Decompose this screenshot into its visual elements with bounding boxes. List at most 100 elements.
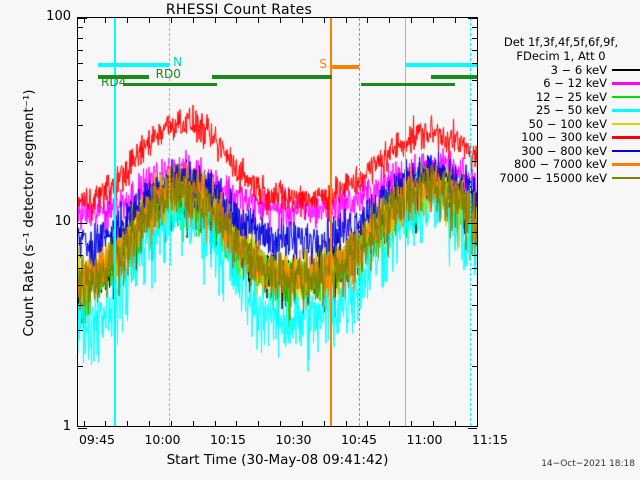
legend-entry-label: 100 − 300 keV [521, 130, 607, 145]
x-minor-tick [389, 421, 391, 426]
y-minor-tick [78, 232, 83, 234]
annotation-bar-seg [360, 82, 455, 86]
annotation-label-N: N [173, 55, 183, 69]
x-tick-label: 11:15 [471, 432, 509, 447]
x-minor-tick [476, 421, 478, 426]
y-minor-tick-right [472, 268, 477, 270]
x-minor-tick-top [236, 18, 238, 23]
series-canvas [78, 18, 477, 426]
legend-entries: 3 − 6 keV 6 − 12 keV 12 − 25 keV 25 − 50 ke… [482, 63, 640, 185]
legend-header-line1: Det 1f,3f,4f,5f,6f,9f, [503, 35, 619, 49]
x-minor-tick-top [345, 18, 347, 23]
x-minor-tick-top [367, 18, 369, 23]
legend-entry-label: 25 − 50 keV [535, 103, 607, 118]
legend-entry: 300 − 800 keV [482, 144, 640, 158]
y-minor-tick-right [472, 330, 477, 332]
y-minor-tick [78, 161, 83, 163]
y-tick-label: 1 [62, 419, 71, 434]
x-minor-tick [411, 421, 413, 426]
x-minor-tick [323, 421, 325, 426]
legend-entry: 3 − 6 keV [482, 63, 640, 77]
y-minor-tick-right [472, 366, 477, 368]
x-minor-tick-top [258, 18, 260, 23]
annotation-label-RD0: RD0 [155, 67, 181, 81]
y-tick-label: 10 [54, 214, 71, 229]
x-axis-label: Start Time (30-May-08 09:41:42) [166, 452, 389, 468]
legend-entry-label: 12 − 25 keV [535, 89, 607, 104]
x-minor-tick [432, 421, 434, 426]
y-axis-label: Count Rate (s⁻¹ detector segment⁻¹) [21, 89, 37, 337]
annotation-bar-S [332, 65, 359, 69]
y-minor-tick-right [472, 63, 477, 65]
plot-clip: N S RD0 RD4 [78, 18, 477, 426]
plot-area: N S RD0 RD4 [77, 17, 478, 429]
legend-header-line2: FDecim 1, Att 0 [516, 48, 606, 63]
y-minor-tick [78, 330, 83, 332]
x-minor-tick-top [127, 18, 129, 23]
legend: Det 1f,3f,4f,5f,6f,9f, FDecim 1, Att 0 3… [482, 35, 640, 185]
y-minor-tick-right [472, 232, 477, 234]
y-minor-tick [78, 49, 83, 51]
y-major-tick-right [468, 223, 477, 224]
x-minor-tick-top [214, 18, 216, 23]
y-minor-tick-right [472, 37, 477, 39]
legend-color-swatch [612, 176, 640, 179]
vline-night-end [168, 18, 170, 426]
legend-entry: 6 − 12 keV [482, 76, 640, 90]
annotation-label-RD4: RD4 [101, 74, 127, 89]
legend-color-swatch [612, 68, 640, 71]
y-minor-tick [78, 99, 83, 101]
x-minor-tick-top [301, 18, 303, 23]
x-minor-tick [236, 421, 238, 426]
legend-entry: 100 − 300 keV [482, 130, 640, 145]
x-minor-tick [192, 421, 194, 426]
x-minor-tick [367, 421, 369, 426]
legend-entry: 7000 − 15000 keV [482, 171, 640, 185]
x-minor-tick-top [105, 18, 107, 23]
annotation-bar-seg [404, 63, 477, 67]
vline-saa-end [358, 18, 360, 426]
x-tick-label: 11:00 [406, 432, 443, 447]
annotation-bar-N [98, 63, 169, 67]
annotation-bar-RD4 [122, 82, 217, 86]
x-minor-tick-top [192, 18, 194, 23]
x-tick-label: 09:45 [78, 432, 116, 447]
y-major-tick-right [468, 18, 477, 19]
vline-night2-start [404, 18, 407, 426]
y-minor-tick [78, 284, 83, 286]
y-minor-tick [78, 37, 83, 39]
annotation-bar-RD0 [98, 75, 150, 79]
x-minor-tick-top [323, 18, 325, 23]
x-minor-tick-top [432, 18, 434, 23]
x-minor-tick-top [476, 18, 478, 23]
y-major-tick [78, 223, 87, 224]
x-minor-tick [214, 421, 216, 426]
x-minor-tick [258, 421, 260, 426]
y-minor-tick-right [472, 125, 477, 127]
legend-color-swatch [612, 149, 640, 152]
y-minor-tick-right [472, 284, 477, 286]
x-minor-tick-top [83, 18, 85, 23]
legend-entry: 12 − 25 keV [482, 90, 640, 104]
y-major-tick [78, 18, 87, 19]
y-major-tick [78, 428, 87, 429]
x-minor-tick-top [170, 18, 172, 23]
x-minor-tick [105, 421, 107, 426]
y-minor-tick [78, 79, 83, 81]
legend-entry-label: 300 − 800 keV [521, 143, 607, 158]
legend-entry: 800 − 7000 keV [482, 157, 640, 171]
x-minor-tick [170, 421, 172, 426]
x-minor-tick-top [149, 18, 151, 23]
y-minor-tick-right [472, 79, 477, 81]
y-minor-tick-right [472, 99, 477, 101]
y-minor-tick [78, 125, 83, 127]
x-minor-tick [454, 421, 456, 426]
x-minor-tick [345, 421, 347, 426]
annotation-bar-seg [430, 75, 477, 79]
legend-color-swatch [612, 163, 640, 166]
x-minor-tick [280, 421, 282, 426]
y-minor-tick [78, 242, 83, 244]
x-tick-label: 10:00 [144, 432, 181, 447]
annotation-bar-seg [212, 75, 333, 79]
